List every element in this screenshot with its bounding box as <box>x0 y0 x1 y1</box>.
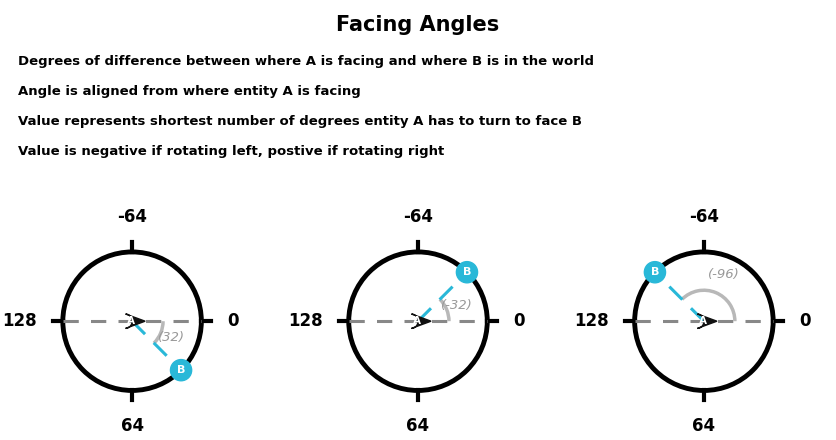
Circle shape <box>645 262 665 283</box>
Polygon shape <box>125 314 145 328</box>
Text: 128: 128 <box>574 312 609 330</box>
Text: Degrees of difference between where A is facing and where B is in the world: Degrees of difference between where A is… <box>18 55 594 68</box>
Text: (32): (32) <box>158 330 185 344</box>
Text: -64: -64 <box>403 208 433 226</box>
Text: B: B <box>650 267 659 277</box>
Text: -64: -64 <box>689 208 719 226</box>
Circle shape <box>456 262 477 283</box>
Text: A: A <box>413 316 421 326</box>
Text: 64: 64 <box>120 417 144 435</box>
Circle shape <box>171 359 191 381</box>
Text: -64: -64 <box>117 208 147 226</box>
Text: (-32): (-32) <box>441 299 473 312</box>
Text: 0: 0 <box>799 312 811 330</box>
Text: B: B <box>177 365 186 375</box>
Text: A: A <box>127 316 135 326</box>
Text: Value is negative if rotating left, postive if rotating right: Value is negative if rotating left, post… <box>18 145 445 158</box>
Text: 64: 64 <box>406 417 430 435</box>
Text: 0: 0 <box>513 312 525 330</box>
Text: A: A <box>699 316 706 326</box>
Text: Facing Angles: Facing Angles <box>336 15 500 35</box>
Text: (-96): (-96) <box>708 268 740 281</box>
Text: 128: 128 <box>288 312 323 330</box>
Text: 64: 64 <box>692 417 716 435</box>
Text: Value represents shortest number of degrees entity A has to turn to face B: Value represents shortest number of degr… <box>18 115 583 128</box>
Polygon shape <box>697 314 717 328</box>
Text: Angle is aligned from where entity A is facing: Angle is aligned from where entity A is … <box>18 85 361 98</box>
Text: B: B <box>463 267 472 277</box>
Polygon shape <box>411 314 431 328</box>
Text: 128: 128 <box>3 312 37 330</box>
Text: 0: 0 <box>227 312 239 330</box>
